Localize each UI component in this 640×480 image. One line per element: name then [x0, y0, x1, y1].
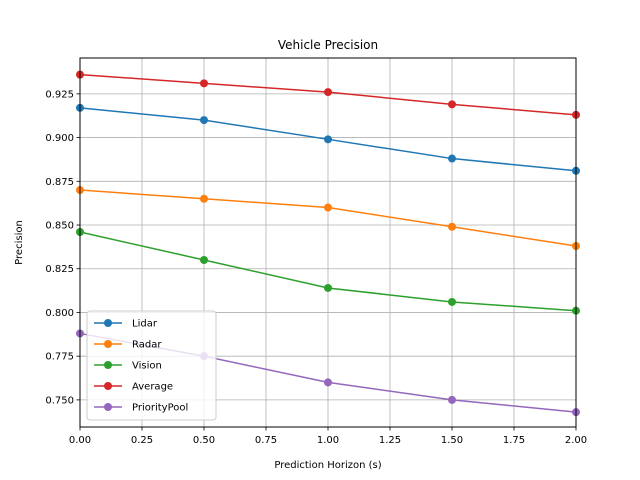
x-tick-label: 0.50: [193, 435, 215, 446]
grid: [79, 58, 577, 427]
data-point-vision: [448, 297, 456, 306]
data-point-average: [448, 100, 456, 109]
chart-title: Vehicle Precision: [278, 38, 378, 52]
legend-marker-radar: [104, 340, 112, 348]
y-tick-label: 0.800: [45, 308, 74, 319]
ticks: 0.00 0.25 0.50 0.75 1.00 1.25 1.50 1.75 2.00 0.75…: [45, 89, 587, 446]
y-tick-label: 0.850: [45, 221, 74, 232]
data-point-prioritypool: [324, 378, 332, 387]
data-point-lidar: [448, 154, 456, 163]
legend-marker-vision: [104, 361, 112, 369]
legend-label-vision: Vision: [132, 361, 162, 372]
y-tick-label: 0.875: [45, 177, 74, 188]
legend-label-average: Average: [132, 382, 173, 393]
data-point-average: [324, 88, 332, 97]
x-tick-label: 1.75: [503, 435, 525, 446]
series-lidar: [76, 103, 580, 175]
legend-marker-prioritypool: [104, 403, 112, 411]
data-point-lidar: [200, 116, 208, 125]
data-point-prioritypool: [448, 395, 456, 404]
legend-marker-lidar: [104, 319, 112, 327]
y-tick-label: 0.900: [45, 133, 74, 144]
data-point-radar: [448, 222, 456, 231]
y-tick-label: 0.750: [45, 395, 74, 406]
x-tick-label: 0.00: [69, 435, 91, 446]
y-tick-label: 0.925: [45, 89, 74, 100]
x-tick-label: 1.50: [441, 435, 463, 446]
data-point-lidar: [324, 135, 332, 144]
legend-label-lidar: Lidar: [132, 319, 158, 330]
data-point-vision: [200, 255, 208, 264]
x-tick-label: 2.00: [565, 435, 587, 446]
x-tick-label: 1.25: [379, 435, 401, 446]
x-tick-label: 0.75: [255, 435, 277, 446]
data-point-average: [200, 79, 208, 88]
legend-label-prioritypool: PriorityPool: [132, 403, 188, 414]
legend-marker-average: [104, 382, 112, 390]
x-axis-title: Prediction Horizon (s): [274, 460, 381, 471]
y-tick-label: 0.775: [45, 352, 74, 363]
x-tick-label: 0.25: [131, 435, 153, 446]
legend-label-radar: Radar: [132, 340, 162, 351]
y-tick-label: 0.825: [45, 264, 74, 275]
data-point-vision: [324, 283, 332, 292]
legend-box: [86, 310, 217, 421]
y-axis-title: Precision: [14, 220, 25, 265]
x-tick-label: 1.00: [317, 435, 339, 446]
legend: Lidar Radar Vision Average PriorityPool: [86, 310, 217, 421]
data-point-radar: [200, 194, 208, 203]
data-point-radar: [324, 203, 332, 212]
